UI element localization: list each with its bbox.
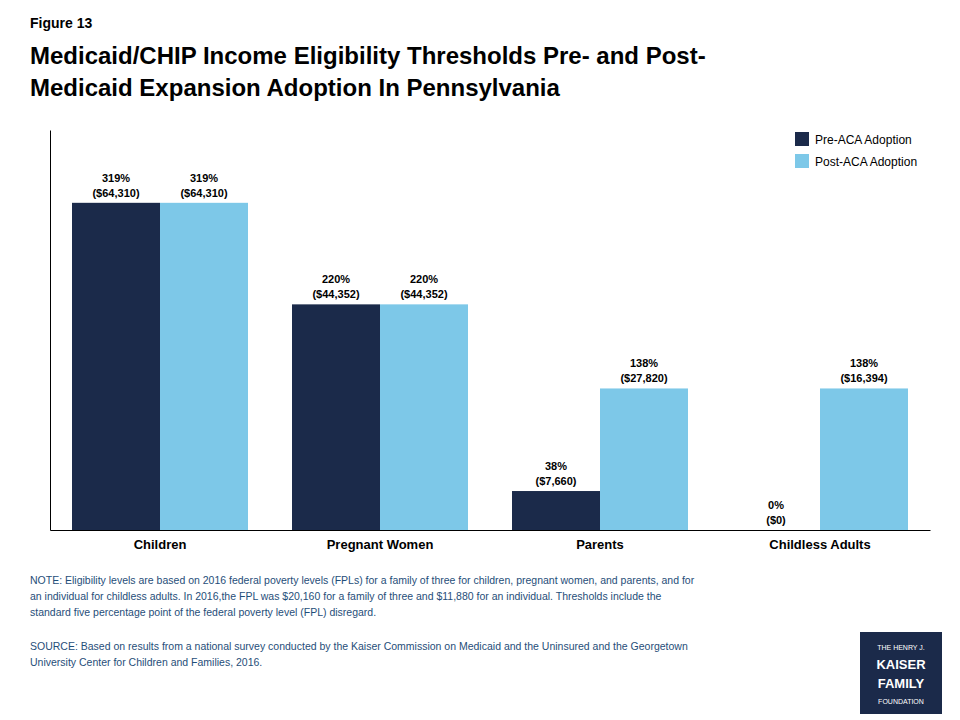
source: SOURCE: Based on results from a national… (30, 640, 688, 652)
title: Medicaid/CHIP Income Eligibility Thresho… (30, 42, 706, 69)
source: University Center for Children and Famil… (30, 656, 262, 668)
title: Medicaid Expansion Adoption In Pennsylva… (30, 74, 561, 101)
data-label: 220%($44,352) (400, 273, 447, 300)
note: NOTE: Eligibility levels are based on 20… (30, 574, 695, 586)
x-tick: Childless Adults (769, 537, 870, 552)
legend-item: Post-ACA Adoption (795, 154, 917, 169)
data-label: 319%($64,310) (180, 172, 227, 199)
bar (732, 530, 820, 531)
bar (160, 203, 248, 530)
x-tick: Pregnant Women (327, 537, 434, 552)
data-label: 319%($64,310) (92, 172, 139, 199)
logo: THE HENRY J. KAISER FAMILY FOUNDATION (860, 632, 942, 714)
legend-label: Pre-ACA Adoption (815, 133, 912, 147)
bar (292, 304, 380, 530)
logo-text: FOUNDATION (878, 698, 924, 705)
bar (72, 203, 160, 530)
x-tick: Parents (576, 537, 624, 552)
data-labels: 319%($64,310) 220%($44,352) 38%($7,660) 0%(… (92, 172, 887, 526)
logo-text: FAMILY (878, 676, 925, 691)
legend-swatch (795, 154, 809, 168)
logo-box (860, 632, 942, 714)
bar (820, 388, 908, 530)
bar (380, 304, 468, 530)
y-axis-line (50, 131, 51, 531)
x-tick-label: Childless Adults (769, 537, 870, 552)
x-axis-line (51, 530, 931, 531)
data-label: 138%($27,820) (620, 357, 667, 384)
bar (600, 388, 688, 530)
data-label: 38%($7,660) (536, 460, 577, 487)
bars (72, 203, 908, 530)
data-label: 138%($16,394) (840, 357, 887, 384)
x-tick: Children (134, 537, 187, 552)
figure-label: Figure 13 (30, 15, 92, 31)
legend-swatch (795, 132, 809, 146)
data-label: 0%($0) (766, 499, 786, 526)
logo-text: KAISER (876, 657, 926, 672)
chart: Figure 13 Medicaid/CHIP Income Eligibilit… (0, 0, 960, 720)
logo-text: THE HENRY J. (877, 644, 925, 651)
note: standard five percentage point of the fe… (30, 606, 376, 618)
bar (512, 491, 600, 530)
series (160, 203, 908, 530)
y-axis (50, 131, 51, 531)
legend-label: Post-ACA Adoption (815, 155, 917, 169)
series (72, 203, 600, 530)
x-axis: Children Pregnant Women Parents Childless A… (51, 531, 931, 553)
x-tick-label: Children (134, 537, 187, 552)
legend-item: Pre-ACA Adoption (795, 132, 912, 147)
legend: Pre-ACA Adoption Post-ACA Adoption (795, 132, 917, 169)
x-tick-label: Parents (576, 537, 624, 552)
x-tick-label: Pregnant Women (327, 537, 434, 552)
note: an individual for childless adults. In 2… (30, 590, 662, 602)
data-label: 220%($44,352) (312, 273, 359, 300)
